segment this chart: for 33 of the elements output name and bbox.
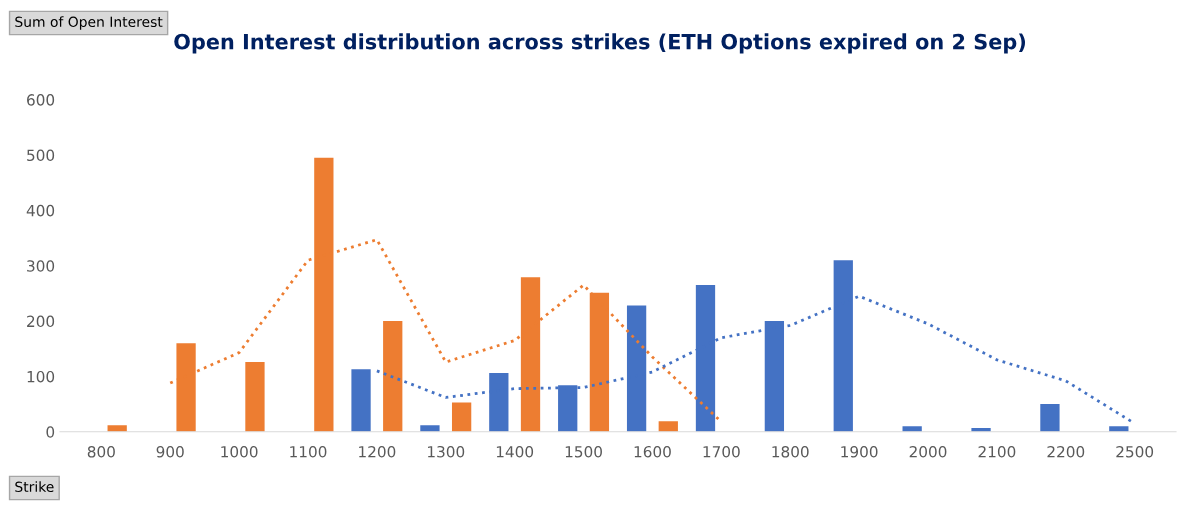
x-tick-label: 2000	[909, 445, 947, 458]
chart-title: Open Interest distribution across strikes (ETH Options expired on 2 Sep)	[174, 33, 1026, 54]
bar	[1040, 404, 1060, 432]
x-tick-label: 900	[156, 445, 184, 458]
x-tick-label: 1800	[772, 445, 809, 458]
y-tick-label: 300	[27, 260, 55, 272]
y-tick-label: 500	[27, 149, 55, 162]
x-tick-label: 2500	[1116, 445, 1154, 458]
x-tick-label: 1200	[359, 445, 396, 458]
x-tick-label: 1000	[221, 445, 258, 458]
y-tick-label: 400	[26, 204, 55, 217]
bar	[420, 425, 440, 432]
x-tick-label: 2100	[978, 445, 1016, 458]
bar	[245, 362, 265, 432]
text: Sum of Open Interest	[15, 16, 163, 30]
x-tick-label: 800	[87, 445, 115, 458]
text: Strike	[15, 481, 54, 493]
y-tick-label: 0	[46, 426, 55, 438]
x-tick-label: 2200	[1047, 445, 1085, 458]
x-tick-label: 1500	[565, 445, 602, 458]
bar	[658, 421, 678, 432]
x-tick-label: 1600	[634, 445, 671, 458]
x-tick-label: 1700	[703, 445, 740, 458]
x-tick-label: 1900	[841, 445, 878, 458]
x-tick-label: 1300	[428, 445, 465, 458]
bar	[383, 321, 403, 432]
y-tick-label: 100	[27, 370, 55, 383]
y-tick-label: 200	[27, 315, 55, 328]
x-tick-label: 1100	[290, 445, 327, 458]
y-tick-label: 600	[27, 94, 55, 106]
bar	[451, 402, 472, 432]
bar	[351, 369, 371, 432]
x-tick-label: 1400	[496, 445, 534, 458]
